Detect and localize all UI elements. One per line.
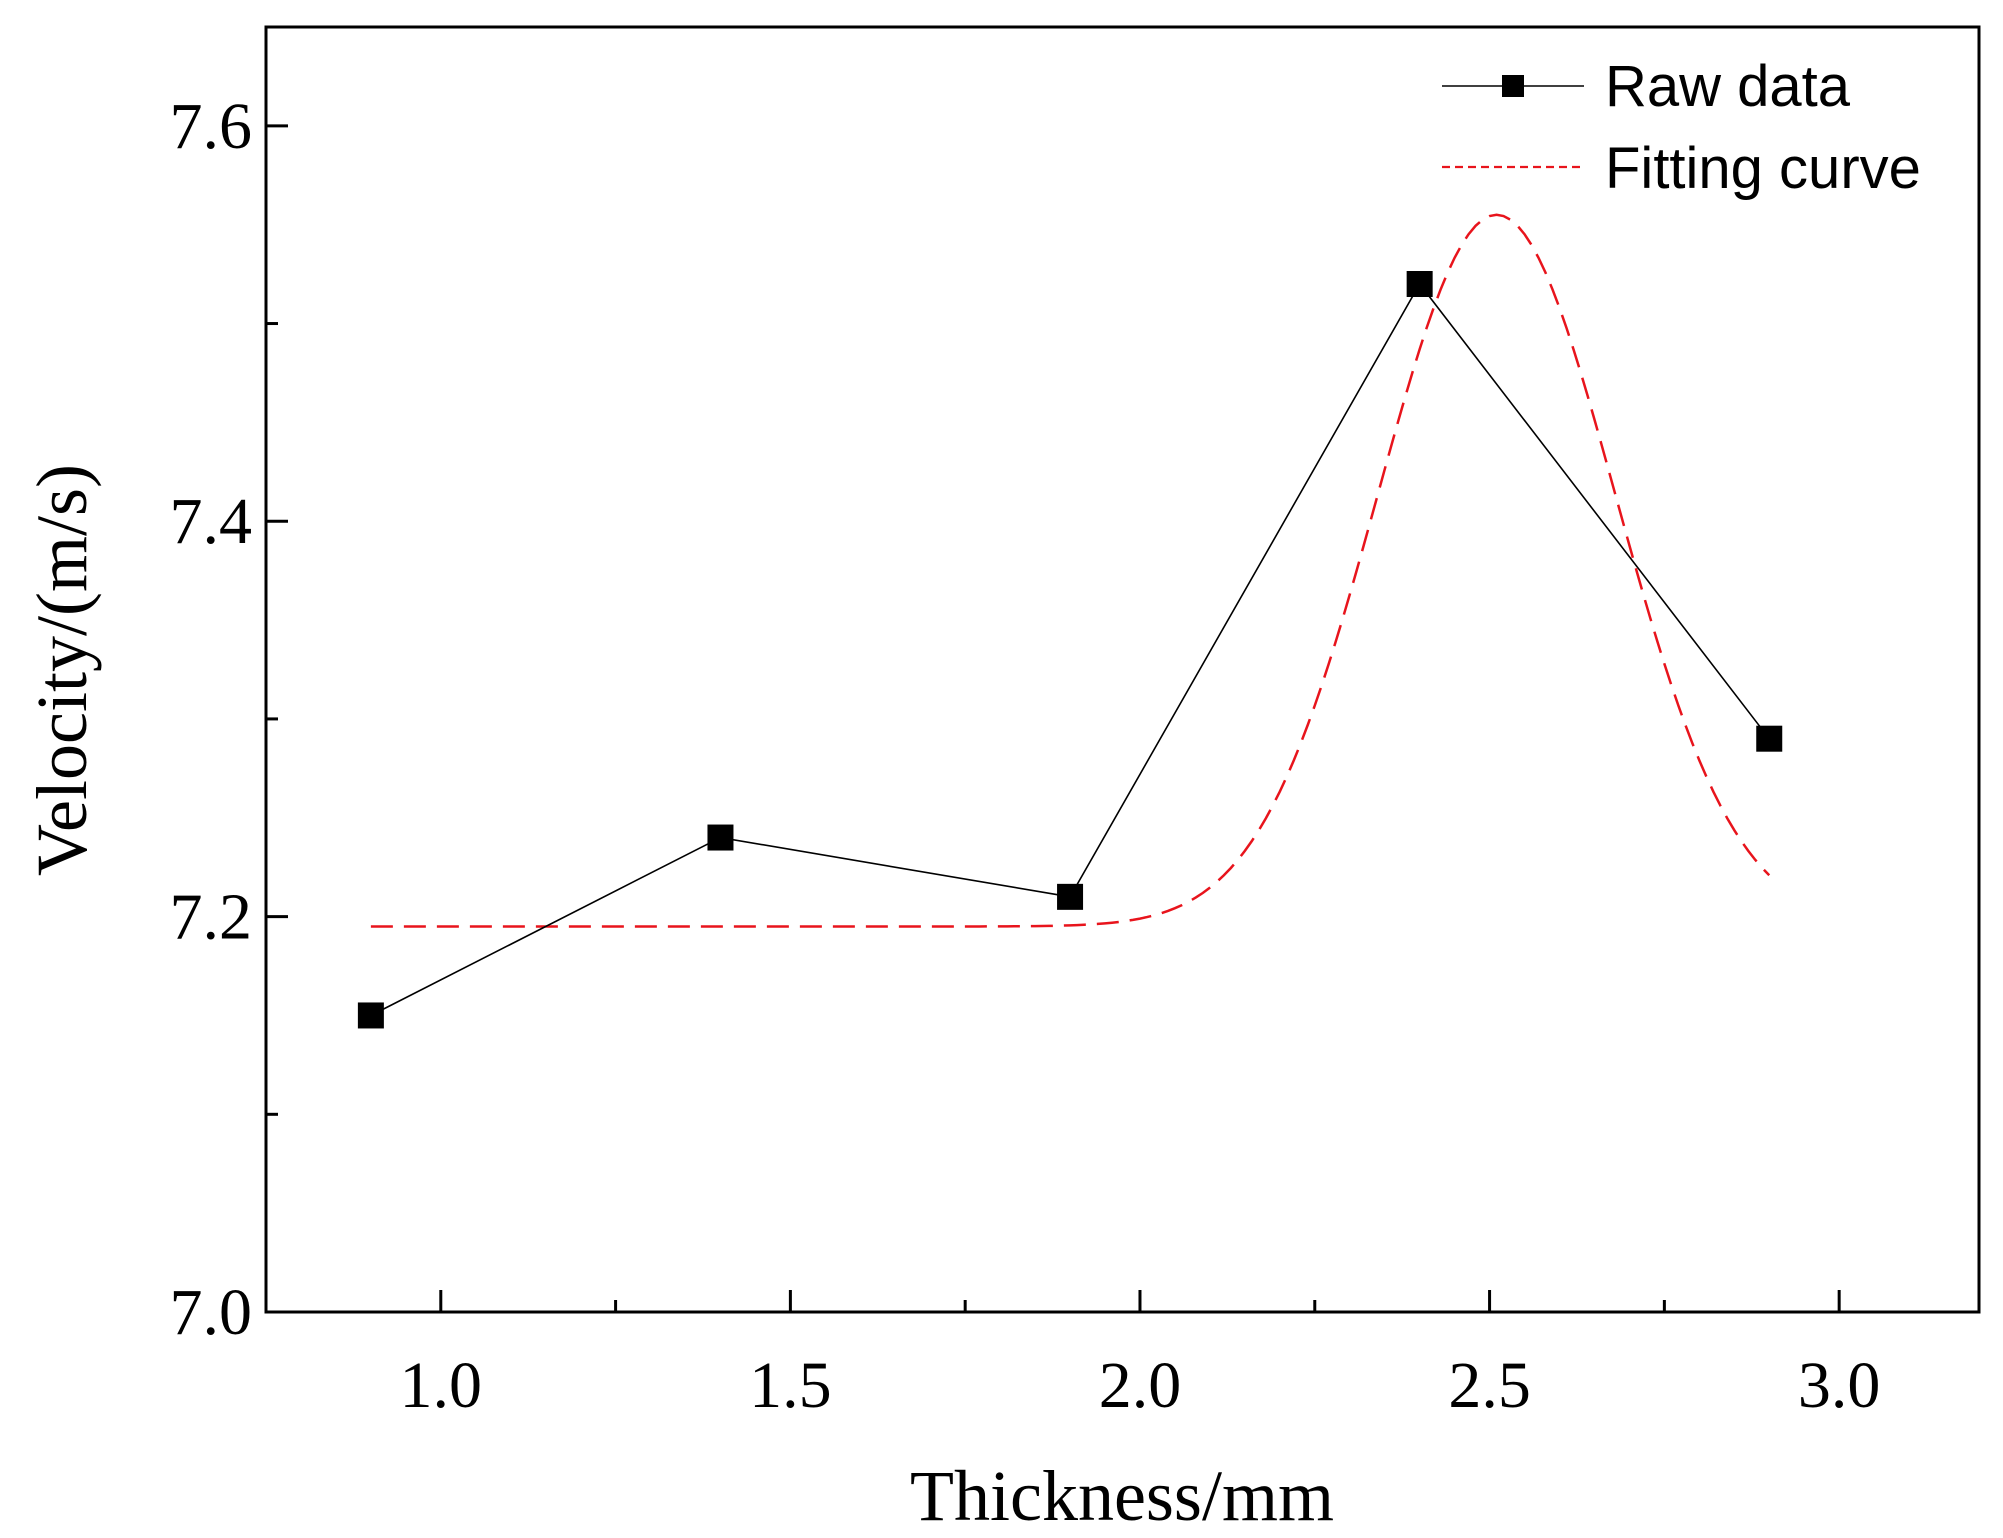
y-axis-title: Velocity/(m/s): [22, 464, 102, 876]
x-tick-label: 1.5: [749, 1349, 832, 1422]
fitting-curve-line: [370, 213, 1771, 928]
raw-data-markers: [357, 271, 1783, 1029]
legend-raw-label: Raw data: [1605, 54, 1851, 119]
x-axis-tick-labels: 1.0 1.5 2.0 2.5 3.0: [400, 1349, 1881, 1422]
raw-data-point: [1756, 725, 1783, 752]
x-axis-ticks: [439, 1290, 1841, 1312]
x-tick-label: 2.0: [1099, 1349, 1182, 1422]
legend-fit-label: Fitting curve: [1605, 136, 1921, 201]
y-axis-ticks: [266, 124, 288, 1314]
y-tick-label: 7.0: [170, 1276, 253, 1349]
legend-raw-marker: [1502, 75, 1524, 97]
x-tick-label: 1.0: [400, 1349, 483, 1422]
x-axis-title: Thickness/mm: [910, 1456, 1334, 1536]
legend: Raw data Fitting curve: [1442, 54, 1921, 201]
x-tick-label: 3.0: [1798, 1349, 1881, 1422]
y-tick-label: 7.6: [170, 90, 253, 163]
x-tick-label: 2.5: [1448, 1349, 1531, 1422]
raw-data-point: [1406, 271, 1433, 297]
plot-frame: [264, 25, 1981, 1314]
y-tick-label: 7.4: [170, 485, 253, 558]
raw-data-point: [707, 824, 734, 851]
y-tick-label: 7.2: [170, 881, 253, 954]
raw-data-point: [357, 1002, 384, 1029]
raw-data-point: [1057, 883, 1084, 910]
y-axis-tick-labels: 7.0 7.2 7.4 7.6: [170, 90, 253, 1349]
series-layer: [357, 213, 1783, 1029]
